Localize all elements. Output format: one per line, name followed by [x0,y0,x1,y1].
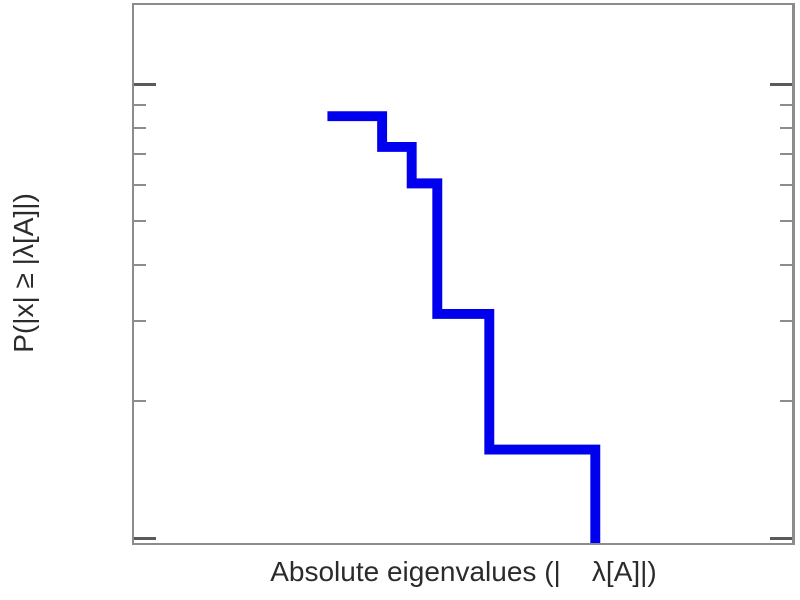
y-minor-tick-right [780,400,792,403]
y-minor-tick-left [134,153,146,156]
y-minor-tick-left [134,400,146,403]
y-minor-tick-right [780,219,792,222]
plot-area [132,3,795,545]
y-minor-tick-left [134,320,146,323]
y-minor-tick-left [134,263,146,266]
y-minor-tick-left [134,183,146,186]
y-minor-tick-left [134,126,146,129]
y-axis-label-container: P(|x| ≥ |λ[A]|) [0,0,48,545]
y-minor-tick-right [780,126,792,129]
y-major-tick-left [134,536,156,540]
y-minor-tick-right [780,263,792,266]
y-major-tick-right [770,536,792,540]
data-step-curve-svg [327,111,601,543]
y-major-tick-left [134,82,156,86]
y-major-tick-right [770,82,792,86]
y-minor-tick-right [780,320,792,323]
y-minor-tick-right [780,153,792,156]
x-axis-label: Absolute eigenvalues (| λ[A]|) [270,556,657,587]
y-minor-tick-left [134,103,146,106]
y-minor-tick-right [780,183,792,186]
step-curve [327,111,601,543]
y-axis-label: P(|x| ≥ |λ[A]|) [8,192,39,353]
y-minor-tick-left [134,219,146,222]
y-minor-tick-right [780,103,792,106]
